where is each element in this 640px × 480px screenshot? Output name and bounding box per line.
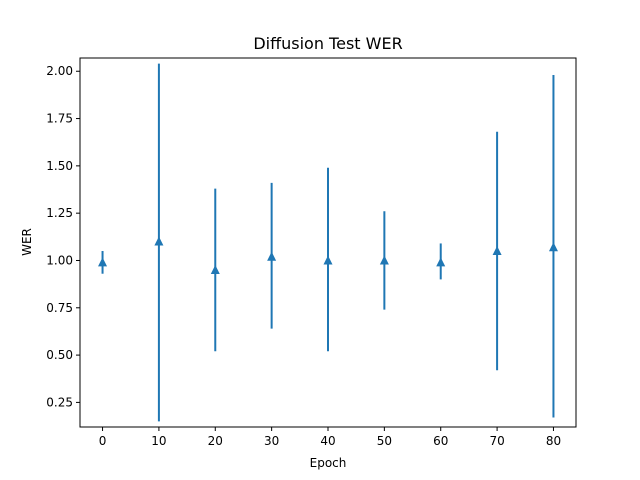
chart-title: Diffusion Test WER bbox=[253, 34, 402, 53]
x-tick-label: 70 bbox=[489, 434, 504, 448]
x-axis: 0 10 20 30 40 50 60 70 80 bbox=[99, 427, 561, 448]
y-tick-label: 1.75 bbox=[46, 112, 73, 126]
x-tick-label: 30 bbox=[264, 434, 279, 448]
x-tick-label: 0 bbox=[99, 434, 107, 448]
data-point-marker bbox=[98, 257, 108, 267]
x-tick-label: 50 bbox=[377, 434, 392, 448]
data-point-marker bbox=[436, 257, 446, 267]
data-point-marker bbox=[267, 251, 277, 261]
x-tick-label: 20 bbox=[208, 434, 223, 448]
y-tick-label: 1.25 bbox=[46, 206, 73, 220]
data-point-marker bbox=[210, 264, 220, 274]
data-point-marker bbox=[154, 236, 164, 246]
plot-area bbox=[98, 63, 558, 422]
y-tick-label: 2.00 bbox=[46, 64, 73, 78]
data-point-marker bbox=[548, 242, 558, 252]
y-axis-label: WER bbox=[20, 228, 34, 256]
y-tick-label: 1.50 bbox=[46, 159, 73, 173]
x-tick-label: 60 bbox=[433, 434, 448, 448]
data-point-marker bbox=[323, 255, 333, 265]
y-tick-label: 0.50 bbox=[46, 348, 73, 362]
y-tick-label: 1.00 bbox=[46, 253, 73, 267]
data-point-marker bbox=[379, 255, 389, 265]
y-tick-label: 0.75 bbox=[46, 301, 73, 315]
x-tick-label: 10 bbox=[151, 434, 166, 448]
x-axis-label: Epoch bbox=[310, 456, 347, 470]
y-axis: 0.25 0.50 0.75 1.00 1.25 1.50 1.75 2.00 bbox=[46, 64, 80, 409]
data-point-marker bbox=[492, 246, 502, 256]
x-tick-label: 40 bbox=[320, 434, 335, 448]
x-tick-label: 80 bbox=[546, 434, 561, 448]
y-tick-label: 0.25 bbox=[46, 395, 73, 409]
